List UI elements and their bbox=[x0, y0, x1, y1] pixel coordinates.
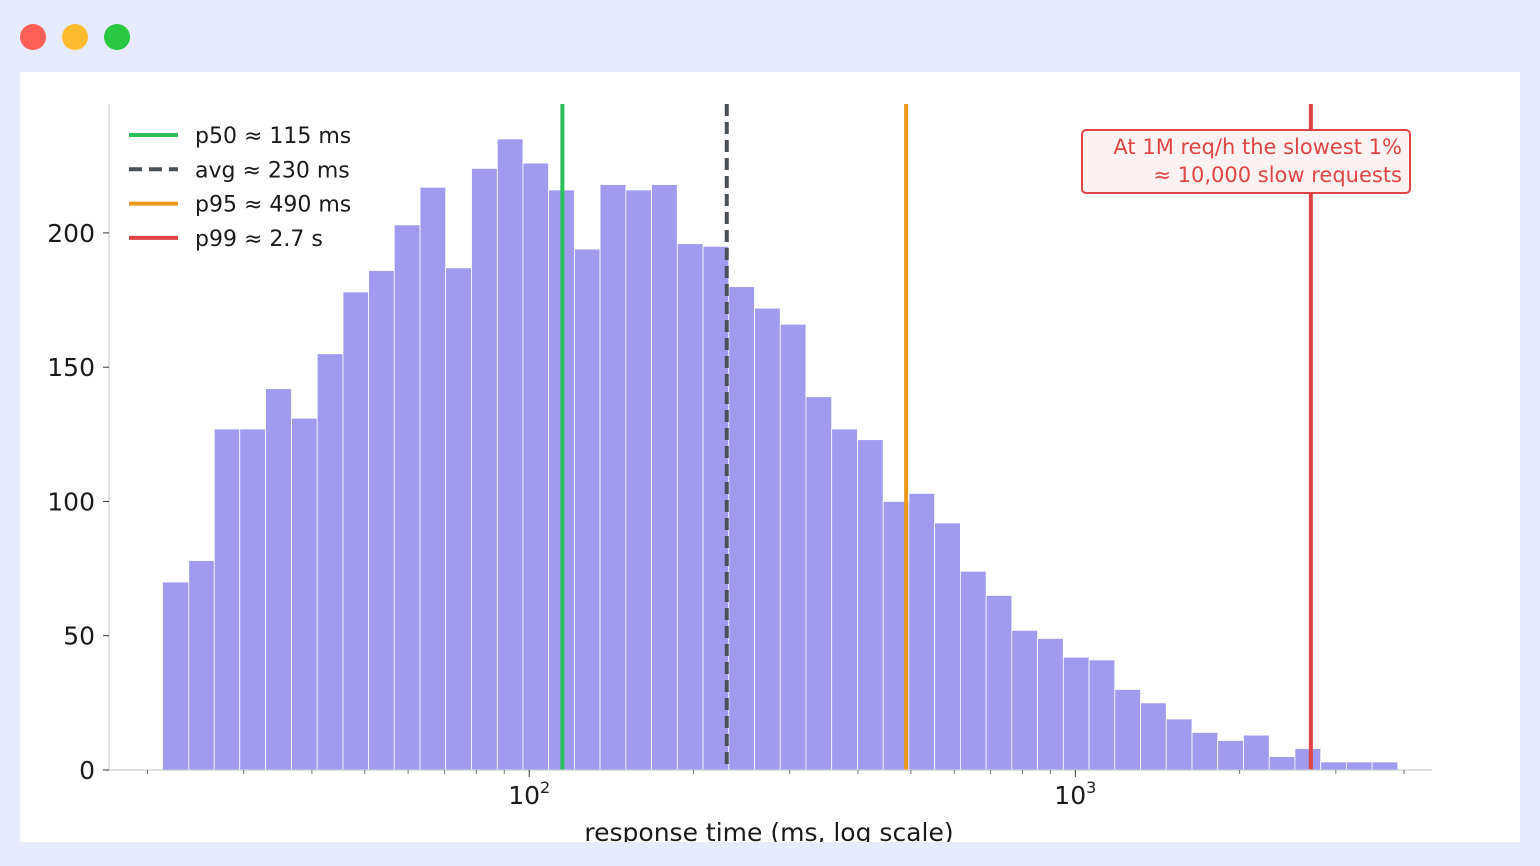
histogram-bar bbox=[651, 184, 678, 771]
histogram-bar bbox=[831, 428, 858, 771]
histogram-bar bbox=[445, 267, 472, 771]
histogram-bar bbox=[471, 168, 498, 771]
histogram-bar bbox=[316, 353, 344, 771]
histogram-bar bbox=[1114, 689, 1141, 771]
histogram-bar bbox=[599, 184, 627, 771]
x-tick-label: 102 bbox=[508, 778, 550, 810]
y-tick-label: 0 bbox=[79, 756, 95, 785]
x-axis-label: response time (ms, log scale) bbox=[584, 818, 953, 842]
response-time-histogram: 0 50 100 150 200 102 103 response time (ms, l… bbox=[47, 104, 1432, 842]
legend-label: p99 ≈ 2.7 s bbox=[195, 227, 323, 252]
histogram-bar bbox=[702, 245, 730, 771]
histogram-bar bbox=[805, 396, 833, 771]
histogram-bar bbox=[985, 595, 1013, 771]
histogram-bar bbox=[934, 522, 961, 771]
annotation-box: At 1M req/h the slowest 1% ≈ 10,000 slow… bbox=[1081, 129, 1411, 194]
histogram-bar bbox=[1140, 702, 1167, 771]
histogram-bar bbox=[1062, 656, 1090, 771]
legend-label: p50 ≈ 115 ms bbox=[195, 124, 351, 149]
histogram-bar bbox=[1088, 659, 1116, 771]
chart-panel: 0 50 100 150 200 102 103 response time (ms, l… bbox=[20, 72, 1520, 842]
window-titlebar bbox=[0, 0, 1540, 72]
histogram-bar bbox=[1268, 756, 1296, 771]
histogram-bar bbox=[1037, 638, 1064, 771]
histogram-bar bbox=[1191, 732, 1219, 771]
close-window-button[interactable] bbox=[20, 24, 46, 50]
histogram-bar bbox=[239, 428, 266, 771]
histogram-bars bbox=[162, 138, 1399, 771]
x-tick-label: 103 bbox=[1054, 778, 1096, 810]
histogram-bar bbox=[291, 417, 318, 771]
histogram-bar bbox=[1346, 761, 1373, 771]
y-tick-label: 150 bbox=[47, 353, 95, 382]
annotation-line-2: ≈ 10,000 slow requests bbox=[1153, 163, 1402, 187]
histogram-bar bbox=[1217, 740, 1244, 771]
histogram-bar bbox=[1011, 629, 1038, 771]
histogram-bar bbox=[754, 307, 781, 771]
histogram-bar bbox=[368, 270, 395, 771]
histogram-bar bbox=[419, 186, 447, 771]
histogram-bar bbox=[574, 248, 601, 771]
annotation-line-1: At 1M req/h the slowest 1% bbox=[1113, 135, 1402, 159]
y-axis-ticks: 0 50 100 150 200 bbox=[47, 219, 109, 785]
y-tick-label: 100 bbox=[47, 487, 95, 516]
histogram-bar bbox=[188, 560, 215, 771]
chart-legend: p50 ≈ 115 ms avg ≈ 230 ms p95 ≈ 490 ms p99 … bbox=[129, 124, 351, 252]
histogram-bar bbox=[213, 428, 241, 771]
maximize-window-button[interactable] bbox=[104, 24, 130, 50]
histogram-bar bbox=[728, 286, 755, 771]
histogram-bar bbox=[496, 138, 524, 771]
histogram-bar bbox=[779, 323, 807, 771]
histogram-bar bbox=[857, 439, 884, 771]
histogram-bar bbox=[1165, 718, 1193, 771]
histogram-bar bbox=[393, 224, 421, 771]
legend-label: p95 ≈ 490 ms bbox=[195, 193, 351, 218]
histogram-bar bbox=[1371, 761, 1399, 771]
histogram-bar bbox=[625, 189, 652, 771]
histogram-bar bbox=[908, 492, 936, 771]
histogram-bar bbox=[1294, 748, 1322, 771]
x-axis-ticks: 102 103 bbox=[147, 770, 1405, 810]
percentile-markers bbox=[560, 104, 1313, 770]
legend-label: avg ≈ 230 ms bbox=[195, 158, 350, 183]
histogram-bar bbox=[959, 570, 987, 771]
histogram-bar bbox=[1243, 734, 1270, 771]
histogram-bar bbox=[1320, 761, 1347, 771]
y-tick-label: 200 bbox=[47, 219, 95, 248]
minimize-window-button[interactable] bbox=[62, 24, 88, 50]
histogram-bar bbox=[522, 162, 549, 771]
y-tick-label: 50 bbox=[63, 622, 95, 651]
histogram-bar bbox=[162, 581, 190, 771]
histogram-bar bbox=[265, 388, 292, 771]
histogram-bar bbox=[342, 291, 370, 771]
histogram-bar bbox=[676, 243, 704, 771]
